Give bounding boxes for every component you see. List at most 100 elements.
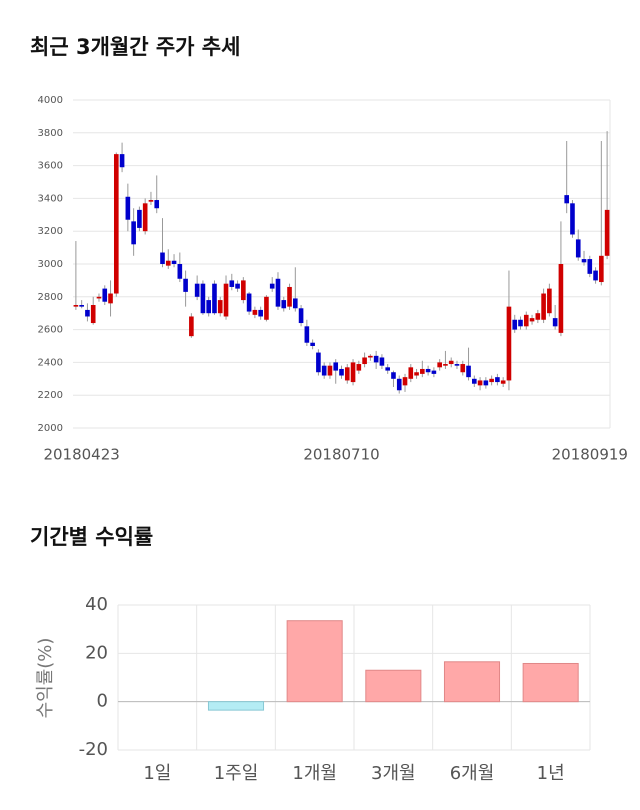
candle-body [402,377,408,386]
candle-body [310,342,315,346]
candle-body [391,372,396,379]
candle-body [333,362,339,371]
candle-body [339,368,344,376]
candle-body [425,368,431,373]
y-tick-label: 3400 [38,193,63,204]
x-tick-label: 1개월 [292,763,337,784]
candle-body [431,370,437,374]
candle-body [269,283,275,289]
candle-body [223,283,229,317]
candle-body [575,239,581,258]
candle-body [177,264,183,279]
candle-body [321,365,327,376]
candle-body [298,308,304,324]
candle-body [189,316,194,337]
candle-body [85,309,90,317]
candle-body [489,378,494,383]
x-tick-label: 1일 [143,763,171,784]
x-tick-label: 20180710 [303,446,379,464]
y-tick-label: 40 [85,594,108,615]
candle-body [500,380,506,384]
candle-body [148,200,154,202]
candle-body [396,378,402,391]
candle-body [96,296,102,299]
candle-body [570,203,575,235]
y-tick-label: 3200 [38,226,63,237]
candle-body [350,362,356,383]
candle-body [73,305,79,307]
x-tick-label: 20180423 [43,446,119,464]
candle-body [327,365,333,376]
chart-title: 최근 3개월간 주가 추세 [30,35,240,59]
y-tick-label: 2800 [38,292,63,303]
candle-body [142,203,148,232]
candle-body [437,362,442,368]
candle-body [200,283,206,314]
chart-title: 기간별 수익률 [30,525,153,549]
bar [365,669,422,703]
candle-body [194,283,200,297]
y-tick-label: 2400 [38,357,63,368]
y-tick-label: 2200 [38,390,63,401]
candle-body [119,154,125,168]
candle-body [587,259,593,274]
candle-body [385,367,391,371]
candle-body [379,357,385,366]
y-tick-label: 3000 [38,259,63,270]
candle-body [275,278,281,307]
candle-body [466,365,471,378]
candle-body [552,318,558,327]
candle-body [344,367,350,381]
candle-body [448,360,454,365]
y-tick-label: 3800 [38,128,63,139]
candle-body [252,309,258,315]
y-tick-label: 0 [97,691,108,712]
candle-body [316,352,321,373]
candle-body [541,293,546,320]
candle-body [599,255,604,283]
candle-body [171,260,177,264]
candle-body [258,309,263,317]
bar [522,662,579,703]
candle-body [206,300,212,314]
candle-body [483,380,489,386]
candle-body [125,196,131,220]
candle-body [281,300,287,309]
candle-body [523,314,529,327]
candle-body [90,305,96,324]
y-tick-label: 2000 [38,423,63,434]
candle-body [79,305,84,307]
candle-body [512,319,518,330]
candle-body [460,364,466,373]
candle-body [183,278,188,292]
y-tick-label: 2600 [38,325,63,336]
y-tick-label: 3600 [38,161,63,172]
candle-body [212,283,217,314]
candle-body [420,368,425,374]
candle-body [547,288,552,314]
candle-body [160,252,165,264]
candle-body [362,357,367,365]
x-tick-label: 1년 [537,763,565,784]
candle-body [292,298,298,309]
bar [443,661,501,703]
candle-body [241,280,246,301]
candle-body [495,377,500,383]
candle-body [131,221,136,245]
candle-body [287,286,292,307]
candle-body [373,355,379,363]
x-tick-label: 3개월 [371,763,416,784]
y-axis-label: 수익률(%) [35,638,56,719]
x-tick-label: 1주일 [214,763,259,784]
candle-body [471,378,477,384]
x-tick-label: 6개월 [450,763,495,784]
candle-body [137,209,142,228]
candle-body [593,270,598,281]
candle-body [235,283,240,289]
bar [286,620,343,703]
candle-body [506,306,512,381]
bar [207,701,265,711]
candle-body [604,209,610,256]
